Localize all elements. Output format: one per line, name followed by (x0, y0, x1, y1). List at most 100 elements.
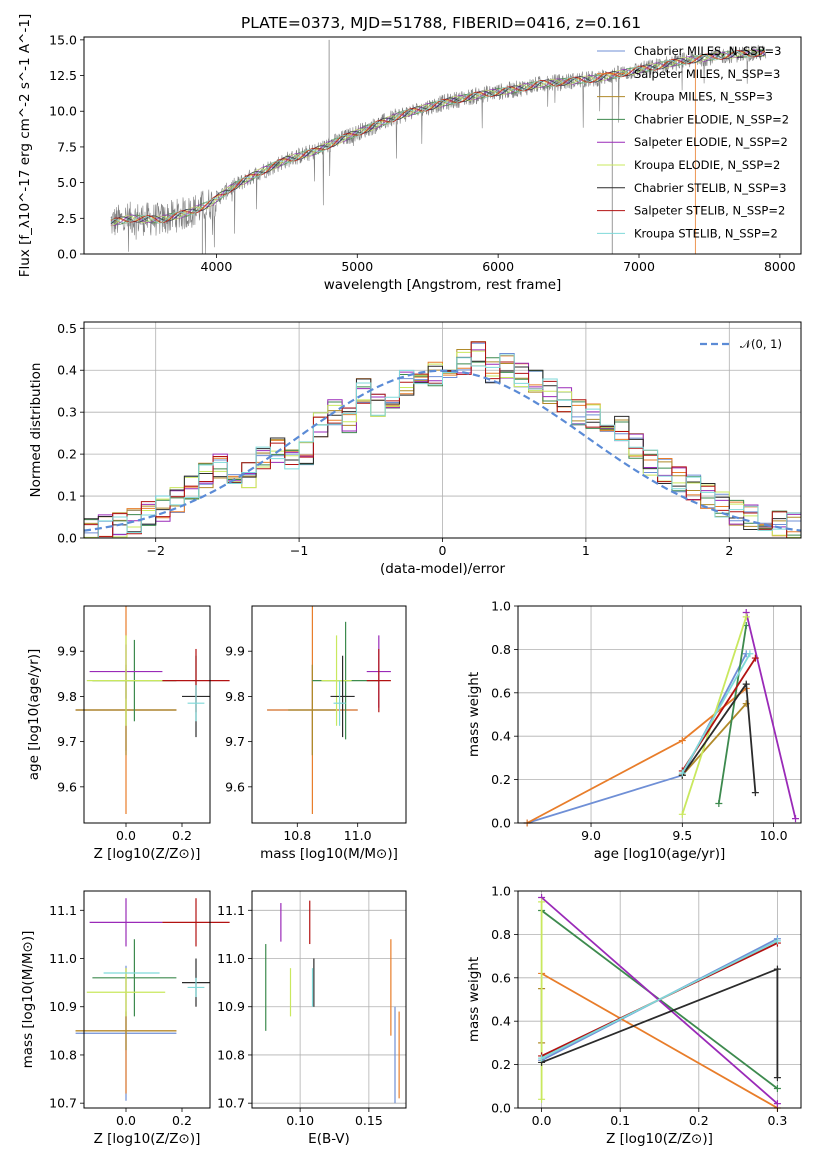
y-tick-label: 0.5 (57, 321, 77, 336)
weight-marker (678, 810, 686, 818)
y-tick-label: 9.9 (57, 644, 77, 659)
y-tick-label: 10.8 (217, 1047, 245, 1062)
spectrum-title: PLATE=0373, MJD=51788, FIBERID=0416, z=0… (241, 14, 641, 32)
model-fit-line (110, 49, 766, 226)
x-tick-label: 0.2 (172, 828, 192, 843)
weight-marker (538, 1095, 546, 1103)
y-tick-label: 9.7 (57, 734, 77, 749)
weight-marker (773, 937, 781, 945)
weight-marker (715, 799, 723, 807)
y-axis-label: mass weight (466, 957, 482, 1042)
x-tick-label: −1 (290, 543, 308, 558)
y-tick-label: 1.0 (491, 599, 511, 614)
legend-label: Chabrier ELODIE, N_SSP=2 (634, 112, 789, 126)
plot-area (83, 341, 802, 539)
axes-frame (83, 605, 211, 824)
x-tick-label: 0.0 (116, 828, 136, 843)
y-tick-label: 10.7 (49, 1096, 77, 1111)
weight-marker (742, 680, 750, 688)
panel-0: 4000 5000 6000 7000 8000 0.0 2.5 5.0 7.5 10.0 12.5… (17, 14, 802, 293)
x-tick-label: 0.0 (532, 1113, 552, 1128)
x-tick-label: 10.8 (283, 828, 311, 843)
plot-area (267, 606, 391, 814)
weight-line (717, 625, 748, 804)
plot-area (75, 606, 230, 814)
weight-line (681, 703, 747, 776)
x-tick-label: 8000 (764, 259, 796, 274)
y-tick-label: 0.0 (57, 531, 77, 546)
weight-marker (538, 1054, 546, 1062)
legend-label: Kroupa ELODIE, N_SSP=2 (634, 158, 780, 172)
y-tick-label: 0.6 (491, 970, 511, 985)
plot-area (538, 894, 781, 1112)
legend-label: Salpeter ELODIE, N_SSP=2 (634, 135, 788, 149)
y-tick-label: 11.0 (49, 951, 77, 966)
weight-marker (773, 1074, 781, 1082)
x-tick-label: 0.3 (767, 1113, 787, 1128)
x-tick-label: 1 (582, 543, 590, 558)
model-fit-line (110, 48, 765, 224)
panel-6: 0.10 0.15 10.7 10.8 10.9 11.0 11.1 E(B-V) (217, 890, 407, 1147)
y-tick-label: 9.6 (57, 779, 77, 794)
normal-curve (83, 369, 802, 532)
y-tick-label: 0.4 (491, 729, 511, 744)
panel-5: 0.0 0.2 10.7 10.8 10.9 11.0 11.1 Z [log10(Z/Z⊙)… (20, 890, 230, 1147)
y-axis-label: Flux [f_λ10^-17 erg cm^-2 s^-1 A^-1] (17, 14, 33, 277)
x-axis-label: mass [log10(M/M⊙)] (260, 846, 398, 862)
x-axis-label: age [log10(age/yr)] (594, 846, 726, 862)
y-axis-label: mass [log10(M/M⊙)] (20, 931, 36, 1069)
y-tick-label: 10.8 (49, 1047, 77, 1062)
weight-marker (773, 1100, 781, 1108)
x-axis-label: E(B-V) (308, 1131, 350, 1147)
x-tick-label: 9.0 (581, 828, 601, 843)
y-tick-label: 5.0 (57, 175, 77, 190)
y-tick-label: 10.0 (49, 104, 77, 119)
panel-2: 0.0 0.2 9.6 9.7 9.8 9.9 Z [log10(Z/Z⊙)] age [lo… (26, 605, 230, 862)
model-fit-line (110, 49, 766, 225)
axes-frame (251, 890, 407, 1109)
x-tick-label: 0.15 (355, 1113, 383, 1128)
x-axis-label: Z [log10(Z/Z⊙)] (94, 846, 201, 862)
weight-line (541, 896, 778, 1105)
y-tick-label: 0.2 (57, 447, 77, 462)
legend-label: Chabrier STELIB, N_SSP=3 (634, 181, 786, 195)
y-tick-label: 0.2 (491, 1057, 511, 1072)
panel-1: −2 −1 0 1 2 0.0 0.1 0.2 0.3 0.4 0.5 (data-model)/er… (28, 321, 802, 577)
y-tick-label: 0.8 (491, 642, 511, 657)
y-tick-label: 11.0 (217, 951, 245, 966)
weight-marker (751, 654, 759, 662)
y-tick-label: 0.1 (57, 489, 77, 504)
y-tick-label: 0.0 (57, 247, 77, 262)
y-tick-label: 10.9 (49, 999, 77, 1014)
x-tick-label: 0.10 (286, 1113, 314, 1128)
plot-area (265, 900, 400, 1104)
x-tick-label: 4000 (201, 259, 233, 274)
weight-marker (751, 789, 759, 797)
x-tick-label: 0.1 (610, 1113, 630, 1128)
y-tick-label: 0.0 (491, 1101, 511, 1116)
y-tick-label: 11.1 (217, 903, 245, 918)
y-tick-label: 12.5 (49, 68, 77, 83)
weight-marker (742, 613, 750, 621)
y-tick-label: 9.7 (225, 734, 245, 749)
x-axis-label: Z [log10(Z/Z⊙)] (606, 1131, 713, 1147)
legend-label: Kroupa MILES, N_SSP=3 (634, 90, 773, 104)
axes-frame (517, 890, 802, 1109)
weight-line (745, 612, 797, 819)
x-tick-label: 0.0 (116, 1113, 136, 1128)
y-tick-label: 9.8 (57, 689, 77, 704)
weight-marker (773, 965, 781, 973)
y-tick-label: 10.9 (217, 999, 245, 1014)
x-tick-label: 0.2 (689, 1113, 709, 1128)
x-tick-label: 0 (439, 543, 447, 558)
weight-marker (773, 1084, 781, 1092)
y-tick-label: 0.6 (491, 685, 511, 700)
y-tick-label: 9.6 (225, 779, 245, 794)
x-tick-label: 6000 (482, 259, 514, 274)
x-tick-label: 0.2 (172, 1113, 192, 1128)
model-fit-line (110, 50, 766, 223)
legend: Chabrier MILES, N_SSP=3 Salpeter MILES, N… (597, 44, 789, 240)
x-tick-label: 2 (725, 543, 733, 558)
